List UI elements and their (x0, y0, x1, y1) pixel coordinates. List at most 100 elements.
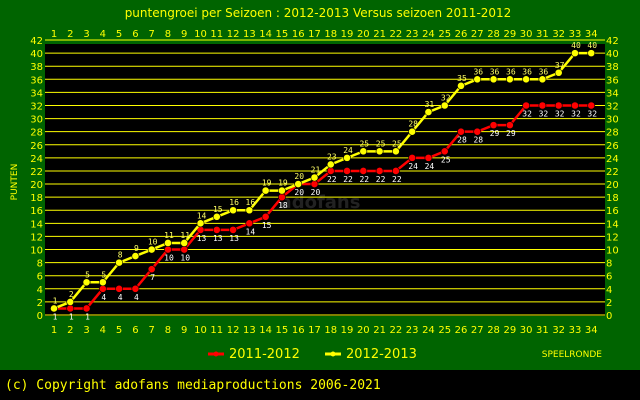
data-point (115, 284, 124, 293)
data-label: 10 (148, 238, 158, 247)
x-tick-label: 24 (422, 325, 435, 336)
data-label: 35 (457, 74, 467, 83)
data-point (294, 180, 303, 188)
data-label: 1 (53, 296, 58, 305)
y-tick-label: 8 (37, 259, 43, 270)
data-label: 40 (571, 41, 581, 50)
x-tick-label-top: 34 (585, 29, 598, 40)
data-point (212, 225, 221, 234)
grid-lines (45, 39, 605, 316)
x-tick-label-top: 28 (487, 29, 500, 40)
data-label: 32 (522, 109, 532, 118)
data-point (343, 167, 351, 175)
data-label: 19 (278, 179, 288, 188)
x-tick-label: 33 (569, 325, 582, 336)
data-point (98, 278, 107, 287)
x-tick-label: 21 (373, 325, 386, 336)
data-label: 13 (213, 234, 223, 243)
data-label: 28 (457, 136, 467, 145)
data-label: 22 (359, 175, 369, 184)
data-point (50, 304, 58, 313)
data-label: 20 (294, 172, 304, 181)
y-tick-label: 10 (30, 246, 43, 257)
data-point (229, 225, 237, 234)
data-point (82, 278, 91, 287)
data-point (180, 245, 189, 254)
data-label: 25 (376, 139, 386, 148)
x-tick-label-top: 15 (276, 29, 289, 40)
data-label: 14 (246, 227, 256, 236)
data-point (424, 108, 433, 116)
legend-label: 2011-2012 (229, 347, 300, 362)
y-tick-label: 36 (30, 75, 43, 86)
data-point (212, 212, 221, 221)
data-label: 4 (118, 293, 123, 302)
y-tick-label: 24 (30, 154, 43, 165)
data-point (66, 298, 75, 306)
y-tick-label: 20 (30, 180, 43, 191)
x-tick-label-top: 3 (83, 29, 89, 40)
plot-area (45, 44, 605, 316)
y-tick-label: 26 (30, 141, 43, 152)
data-point (229, 206, 237, 215)
y-tick-label: 30 (30, 115, 43, 126)
data-label: 25 (392, 139, 402, 148)
x-tick-label: 18 (324, 325, 337, 336)
x-tick-label-top: 23 (406, 29, 419, 40)
x-tick-label: 28 (487, 325, 500, 336)
y-tick-label: 4 (37, 285, 43, 296)
data-label: 29 (490, 129, 500, 138)
data-point (261, 212, 270, 221)
data-point (391, 147, 400, 156)
data-label: 28 (473, 136, 483, 145)
data-point (587, 49, 596, 58)
data-label: 22 (343, 175, 353, 184)
data-point (473, 75, 482, 84)
legend-label: 2012-2013 (346, 347, 417, 362)
series-line (54, 104, 592, 310)
data-label: 10 (180, 254, 190, 263)
data-label: 11 (180, 231, 190, 240)
data-label: 24 (343, 146, 353, 155)
x-tick-label: 7 (148, 325, 154, 336)
data-label: 19 (262, 179, 272, 188)
y-tick-label-right: 32 (606, 101, 619, 112)
x-tick-label-top: 11 (210, 29, 223, 40)
x-tick-label-top: 29 (503, 29, 516, 40)
data-label: 4 (134, 293, 139, 302)
data-point (147, 265, 156, 274)
y-tick-label-right: 28 (606, 128, 619, 139)
data-point (571, 101, 579, 110)
y-tick-label-right: 6 (606, 272, 612, 283)
data-point (505, 75, 514, 84)
x-tick-label-top: 2 (67, 29, 73, 40)
y-tick-label: 6 (37, 272, 43, 283)
x-tick-label-top: 4 (100, 29, 106, 40)
x-tick-label-top: 26 (455, 29, 468, 40)
data-point (310, 173, 319, 182)
y-tick-label: 12 (30, 232, 43, 243)
data-label: 23 (327, 152, 337, 161)
footer-band (0, 370, 640, 400)
data-label: 22 (376, 175, 386, 184)
x-tick-label: 5 (116, 325, 122, 336)
data-point (587, 101, 596, 110)
data-label: 36 (473, 67, 483, 76)
data-point (391, 167, 400, 175)
data-label: 20 (311, 188, 321, 197)
data-label: 15 (262, 221, 272, 230)
x-tick-label-top: 7 (148, 29, 154, 40)
data-label: 7 (150, 273, 155, 282)
legend-marker (330, 351, 336, 357)
y-axis-label: PUNTEN (10, 164, 20, 201)
y-tick-label-right: 42 (606, 36, 619, 47)
x-tick-label-top: 30 (520, 29, 533, 40)
x-tick-label-top: 5 (116, 29, 122, 40)
data-label: 36 (522, 67, 532, 76)
x-axis-label: SPEELRONDE (542, 350, 603, 360)
x-tick-label: 6 (132, 325, 138, 336)
